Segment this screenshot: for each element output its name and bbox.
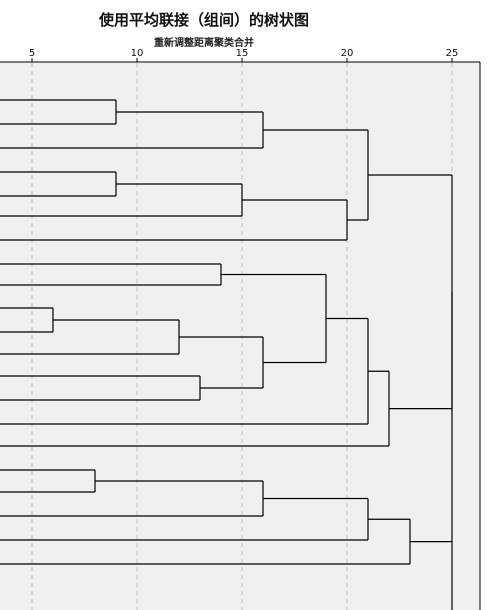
- x-tick-label: 10: [131, 48, 144, 59]
- x-tick-label: 25: [446, 48, 459, 59]
- x-axis-label: 重新调整距离聚类合并: [154, 38, 254, 49]
- x-tick-label: 5: [29, 48, 35, 59]
- chart-title: 使用平均联接（组间）的树状图: [98, 11, 309, 29]
- x-tick-label: 15: [236, 48, 249, 59]
- x-tick-label: 20: [341, 48, 354, 59]
- plot-area: [0, 62, 480, 610]
